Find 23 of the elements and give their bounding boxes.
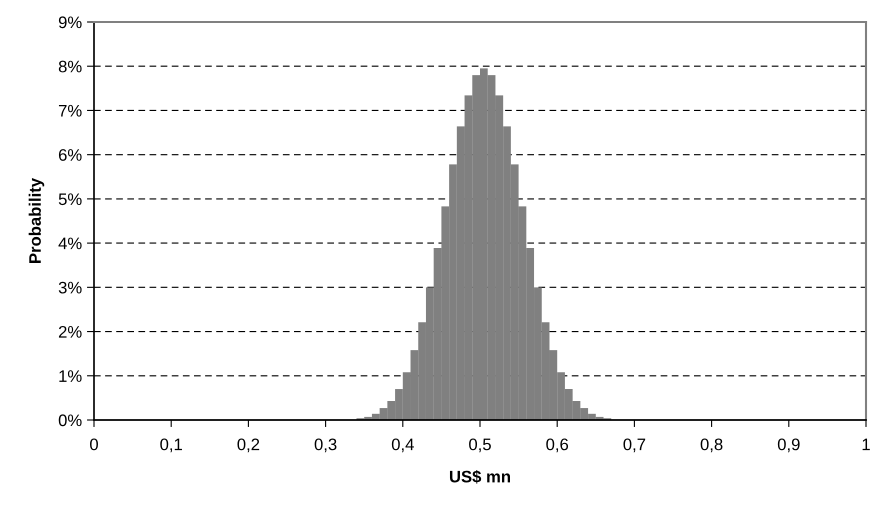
x-tick-label: 0,1: [160, 438, 182, 452]
y-tick-label: 7%: [58, 104, 82, 117]
y-tick-label: 8%: [58, 60, 82, 72]
x-tick-label: 0: [90, 438, 98, 450]
y-axis-title: Probability: [28, 178, 44, 263]
y-tick-label: 4%: [58, 238, 82, 250]
y-tick-label: 5%: [58, 193, 82, 206]
x-tick-label: 0,4: [392, 438, 414, 452]
y-tick-label: 2%: [58, 326, 82, 338]
x-tick-label: 0,3: [314, 438, 336, 452]
x-tick-label: 0,8: [700, 438, 722, 452]
x-tick-label: 0,6: [546, 438, 568, 452]
x-tick-label: 0,5: [469, 438, 491, 452]
y-tick-label: 3%: [58, 282, 82, 294]
y-tick-label: 9%: [58, 16, 82, 28]
x-tick-label: 0,9: [778, 438, 800, 452]
x-tick-label: 0,7: [623, 438, 646, 452]
y-tick-label: 0%: [58, 414, 82, 426]
y-tick-label: 6%: [58, 149, 82, 161]
y-tick-label: 1%: [59, 370, 82, 382]
x-tick-label: 1: [862, 438, 870, 450]
x-axis-title: US$ mn: [450, 470, 510, 484]
x-tick-label: 0,2: [237, 438, 260, 452]
